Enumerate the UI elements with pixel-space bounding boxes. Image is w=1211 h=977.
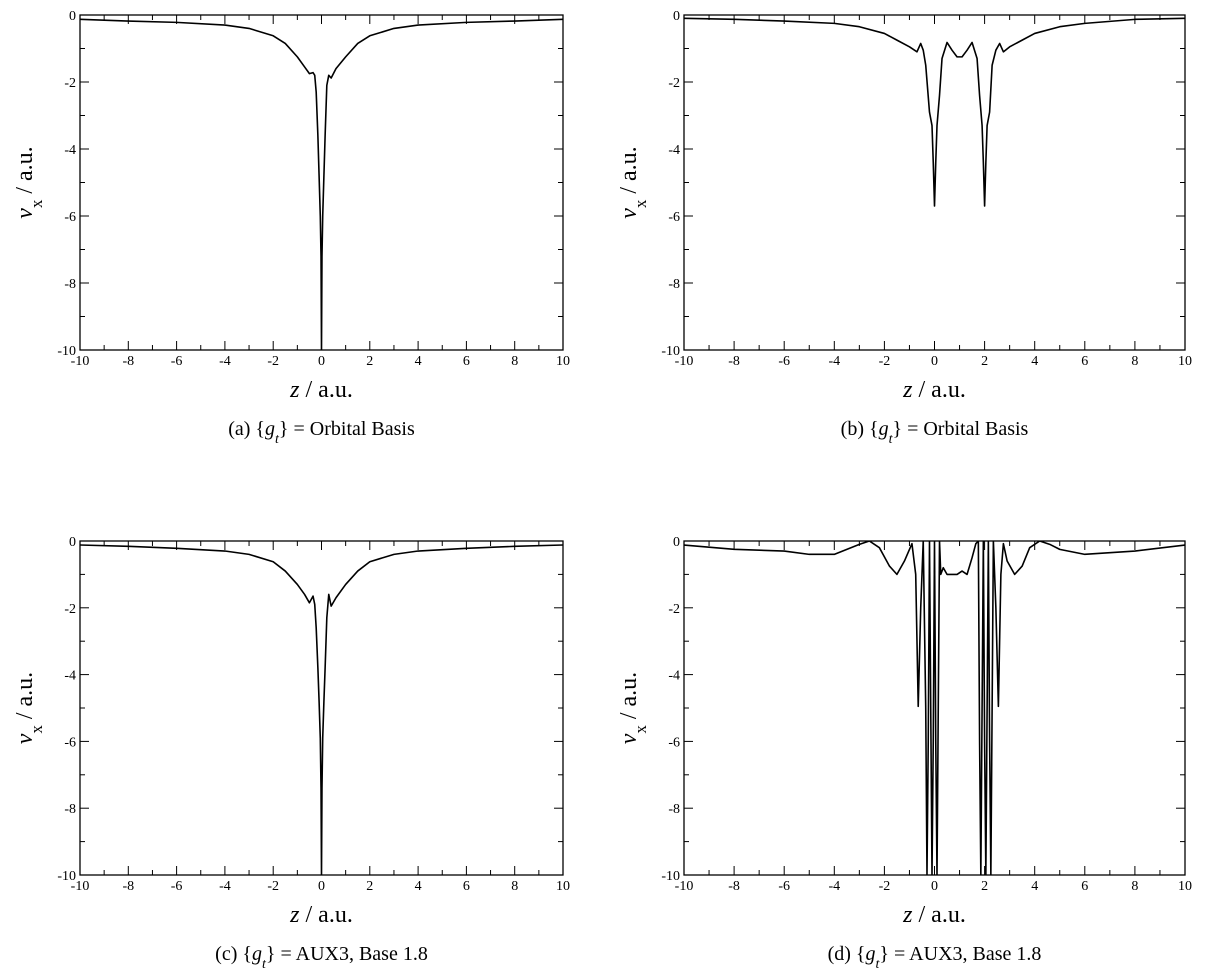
- y-tick-label: -10: [661, 344, 680, 359]
- y-tick-label: -4: [64, 669, 76, 684]
- y-tick-label: -10: [57, 344, 76, 359]
- x-tick-label: -10: [71, 354, 90, 369]
- plot-d: -10 -8 -6 -4 -2 0 2 4 6 8 10 0 -2 -4 -6 -8 -10 z / a.u. vx…: [616, 535, 1192, 972]
- x-tick-label: -2: [879, 354, 891, 369]
- x-tick-label: -6: [171, 879, 183, 894]
- x-tick-label: -4: [828, 879, 840, 894]
- x-tick-label: -8: [728, 354, 740, 369]
- y-tick-label: -2: [668, 602, 680, 617]
- chart-d: -10 -8 -6 -4 -2 0 2 4 6 8 10 0 -2 -4 -6 -8 -10 z / a.u. vx…: [616, 535, 1192, 972]
- y-tick-label: -6: [64, 210, 76, 225]
- x-tick-label: 4: [1031, 354, 1038, 369]
- y-tick-label: -10: [57, 869, 76, 884]
- x-tick-label: 4: [415, 879, 422, 894]
- y-axis-label: vx / a.u.: [12, 672, 46, 744]
- x-tick-label: 2: [366, 879, 373, 894]
- x-tick-label: -6: [778, 354, 790, 369]
- x-tick-label: -8: [122, 879, 134, 894]
- y-tick-label: -4: [668, 669, 680, 684]
- x-tick-label: 4: [1031, 879, 1038, 894]
- x-tick-label: 10: [1178, 879, 1192, 894]
- x-tick-label: -4: [219, 354, 231, 369]
- x-tick-label: 8: [1131, 354, 1138, 369]
- series-line: [684, 541, 1185, 875]
- x-tick-label: -10: [675, 354, 694, 369]
- caption: (c) {gt} = AUX3, Base 1.8: [215, 943, 428, 972]
- y-tick-label: -6: [668, 210, 680, 225]
- x-tick-label: 6: [463, 354, 470, 369]
- x-tick-label: -6: [778, 879, 790, 894]
- x-axis-label: z / a.u.: [902, 377, 966, 403]
- y-tick-label: 0: [69, 535, 76, 550]
- y-tick-label: -2: [64, 602, 76, 617]
- x-tick-label: -4: [828, 354, 840, 369]
- x-tick-label: -10: [71, 879, 90, 894]
- series-line: [80, 18, 563, 350]
- caption: (d) {gt} = AUX3, Base 1.8: [828, 943, 1042, 972]
- x-tick-label: 0: [318, 354, 325, 369]
- x-tick-label: 8: [511, 354, 518, 369]
- x-tick-label: -8: [728, 879, 740, 894]
- y-tick-label: -4: [64, 143, 76, 158]
- x-tick-label: 8: [1131, 879, 1138, 894]
- panel-d: -10 -8 -6 -4 -2 0 2 4 6 8 10 0 -2 -4 -6 -8 -10 z / a.u. vx…: [605, 486, 1211, 973]
- plot-c: -10 -8 -6 -4 -2 0 2 4 6 8 10 0 -2 -4 -6 -8 -10 z / a.u. vx…: [12, 535, 570, 972]
- x-tick-label: 2: [981, 879, 988, 894]
- y-tick-label: -8: [668, 277, 680, 292]
- panel-c: -10 -8 -6 -4 -2 0 2 4 6 8 10 0 -2 -4 -6 -8 -10 z / a.u. vx…: [0, 486, 605, 973]
- y-tick-label: -8: [668, 802, 680, 817]
- x-tick-label: 0: [931, 879, 938, 894]
- y-tick-label: -8: [64, 277, 76, 292]
- x-tick-label: 6: [463, 879, 470, 894]
- x-tick-label: 0: [931, 354, 938, 369]
- panel-b: -10 -8 -6 -4 -2 0 2 4 6 8 10 0 -2 -4 -6 -8 -10 z / a.u. vx…: [605, 0, 1211, 486]
- y-tick-label: -10: [661, 869, 680, 884]
- y-tick-label: -2: [668, 76, 680, 91]
- series-line: [80, 544, 563, 875]
- y-tick-label: -8: [64, 802, 76, 817]
- x-axis-label: z / a.u.: [289, 902, 353, 928]
- y-axis-label: vx / a.u.: [616, 672, 650, 744]
- x-tick-label: -2: [879, 879, 891, 894]
- x-tick-label: -10: [675, 879, 694, 894]
- y-axis-label: vx / a.u.: [12, 146, 46, 218]
- y-tick-label: 0: [69, 9, 76, 24]
- panel-a: -10 -8 -6 -4 -2 0 2 4 6 8 10 0 -2 -4 -6 -8 -10 z / a.u. vx…: [0, 0, 605, 486]
- x-tick-label: 4: [415, 354, 422, 369]
- y-tick-label: -6: [64, 735, 76, 750]
- x-tick-label: 8: [511, 879, 518, 894]
- x-tick-label: -6: [171, 354, 183, 369]
- x-tick-label: 10: [556, 879, 570, 894]
- x-tick-label: 2: [366, 354, 373, 369]
- y-tick-label: 0: [673, 535, 680, 550]
- caption: (a) {gt} = Orbital Basis: [228, 418, 415, 447]
- x-tick-label: 6: [1081, 354, 1088, 369]
- plot-b: -10 -8 -6 -4 -2 0 2 4 6 8 10 0 -2 -4 -6 -8 -10 z / a.u. vx…: [616, 9, 1192, 447]
- y-tick-label: -6: [668, 735, 680, 750]
- y-axis-label: vx / a.u.: [616, 146, 650, 218]
- x-tick-label: 2: [981, 354, 988, 369]
- plot-a: -10 -8 -6 -4 -2 0 2 4 6 8 10 0 -2 -4 -6 -8 -10 z / a.u. vx…: [12, 9, 570, 447]
- x-tick-label: -4: [219, 879, 231, 894]
- caption: (b) {gt} = Orbital Basis: [841, 418, 1029, 447]
- x-tick-label: 10: [1178, 354, 1192, 369]
- x-tick-label: 10: [556, 354, 570, 369]
- y-tick-label: 0: [673, 9, 680, 24]
- x-tick-label: -8: [122, 354, 134, 369]
- x-tick-label: 6: [1081, 879, 1088, 894]
- chart-a: -10 -8 -6 -4 -2 0 2 4 6 8 10 0 -2 -4 -6 -8 -10 z / a.u. vx…: [12, 9, 570, 447]
- y-tick-label: -2: [64, 76, 76, 91]
- x-tick-label: -2: [267, 879, 279, 894]
- chart-c: -10 -8 -6 -4 -2 0 2 4 6 8 10 0 -2 -4 -6 -8 -10 z / a.u. vx…: [12, 535, 570, 972]
- x-axis-label: z / a.u.: [902, 902, 966, 928]
- y-tick-label: -4: [668, 143, 680, 158]
- chart-b: -10 -8 -6 -4 -2 0 2 4 6 8 10 0 -2 -4 -6 -8 -10 z / a.u. vx…: [616, 9, 1192, 447]
- x-tick-label: 0: [318, 879, 325, 894]
- x-tick-label: -2: [267, 354, 279, 369]
- x-axis-label: z / a.u.: [289, 377, 353, 403]
- series-line: [684, 17, 1185, 207]
